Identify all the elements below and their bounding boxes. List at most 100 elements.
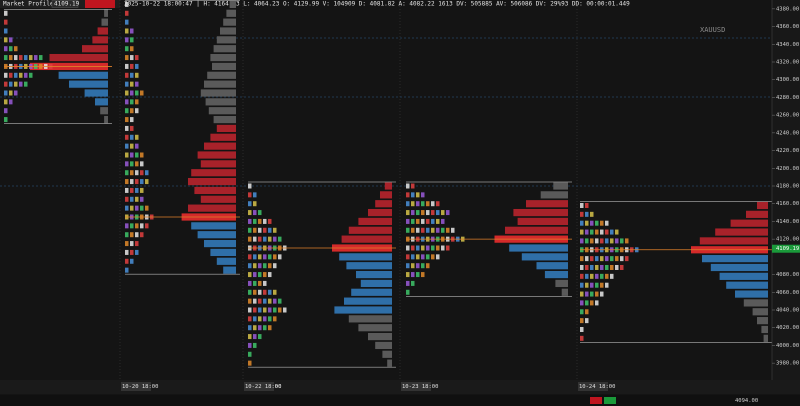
tpo-block — [263, 218, 267, 224]
tpo-block — [248, 342, 252, 348]
volume-bar — [58, 71, 108, 79]
tpo-block — [273, 254, 277, 260]
tick-label: 4300.00 — [776, 77, 799, 83]
tpo-block — [125, 55, 129, 61]
status-red[interactable] — [590, 397, 602, 404]
tick-label: 4280.00 — [776, 95, 799, 101]
tpo-block — [130, 143, 134, 149]
tpo-block — [600, 273, 604, 279]
tpo-block — [595, 229, 599, 235]
volume-bar — [351, 288, 392, 296]
tpo-block — [253, 236, 257, 242]
price-box[interactable] — [51, 0, 79, 8]
tick-label: 4340.00 — [776, 42, 799, 48]
tpo-block — [130, 161, 134, 167]
tpo-block — [24, 81, 28, 87]
tpo-block — [268, 218, 272, 224]
tpo-block — [14, 81, 18, 87]
tpo-block — [585, 300, 589, 306]
volume-bar — [544, 270, 568, 279]
volume-bar — [197, 231, 236, 239]
tpo-block — [248, 316, 252, 322]
tpo-block — [416, 254, 420, 260]
tpo-block — [125, 19, 129, 25]
tpo-block — [446, 210, 450, 216]
tpo-block — [140, 152, 144, 158]
volume-bar — [743, 299, 768, 307]
date-tag — [578, 382, 608, 391]
status-green[interactable] — [604, 397, 616, 404]
tpo-block — [258, 227, 262, 233]
tpo-block — [263, 316, 267, 322]
tpo-block — [258, 334, 262, 340]
tpo-block — [258, 316, 262, 322]
tpo-block — [610, 238, 614, 244]
volume-bar — [761, 325, 768, 334]
volume-bar — [188, 177, 236, 186]
tpo-block — [135, 134, 139, 140]
tpo-block — [263, 227, 267, 233]
tpo-block — [135, 223, 139, 229]
tpo-block — [263, 272, 267, 278]
tpo-block — [436, 254, 440, 260]
tpo-block — [258, 236, 262, 242]
volume-bar — [82, 45, 108, 53]
tpo-block — [29, 72, 33, 78]
tpo-block — [29, 55, 33, 61]
tpo-block — [580, 273, 584, 279]
tpo-block — [441, 245, 445, 251]
price-box-text: 4109.19 — [54, 1, 80, 8]
tpo-block — [436, 210, 440, 216]
current-price-marker — [772, 244, 800, 253]
volume-bar — [505, 226, 568, 234]
volume-bar — [188, 204, 236, 212]
tpo-block — [585, 256, 589, 262]
date-label: 10-22 18:00 — [245, 384, 281, 390]
volume-bar — [223, 18, 236, 26]
tpo-block — [135, 241, 139, 247]
tpo-block — [9, 46, 13, 52]
tpo-block — [406, 263, 410, 269]
tpo-block — [258, 254, 262, 260]
tpo-block — [135, 90, 139, 96]
tick-label: 4200.00 — [776, 166, 799, 172]
date-tag — [121, 382, 151, 391]
tpo-block — [263, 307, 267, 313]
header-red-button[interactable] — [85, 0, 115, 8]
tick-label: 4260.00 — [776, 113, 799, 119]
tpo-block — [273, 298, 277, 304]
volume-bar — [97, 27, 108, 35]
tpo-block — [253, 298, 257, 304]
plot-area — [0, 0, 772, 380]
date-label: 10-20 18:00 — [122, 384, 158, 390]
tpo-block — [580, 211, 584, 217]
volume-bar — [387, 359, 392, 367]
tpo-block — [406, 272, 410, 278]
tpo-block — [4, 99, 8, 105]
tpo-block — [595, 264, 599, 270]
tpo-block — [125, 108, 129, 114]
volume-bar — [752, 308, 768, 316]
tpo-block — [600, 264, 604, 270]
tpo-block — [406, 183, 410, 189]
tpo-block — [411, 263, 415, 269]
volume-bar — [191, 169, 236, 177]
tpo-block — [580, 256, 584, 262]
tpo-block — [125, 205, 129, 211]
tpo-block — [140, 223, 144, 229]
volume-bar — [517, 217, 568, 226]
volume-bar — [204, 239, 236, 248]
tpo-block — [600, 229, 604, 235]
tpo-block — [421, 272, 425, 278]
tpo-block — [605, 229, 609, 235]
volume-bar — [699, 237, 768, 245]
tpo-block — [258, 272, 262, 278]
tpo-block — [600, 220, 604, 226]
tpo-block — [585, 229, 589, 235]
price-axis — [772, 0, 800, 380]
tpo-block — [416, 227, 420, 233]
tpo-block — [610, 264, 614, 270]
tpo-block — [24, 72, 28, 78]
volume-bar — [339, 253, 392, 261]
volume-bar — [341, 235, 392, 243]
